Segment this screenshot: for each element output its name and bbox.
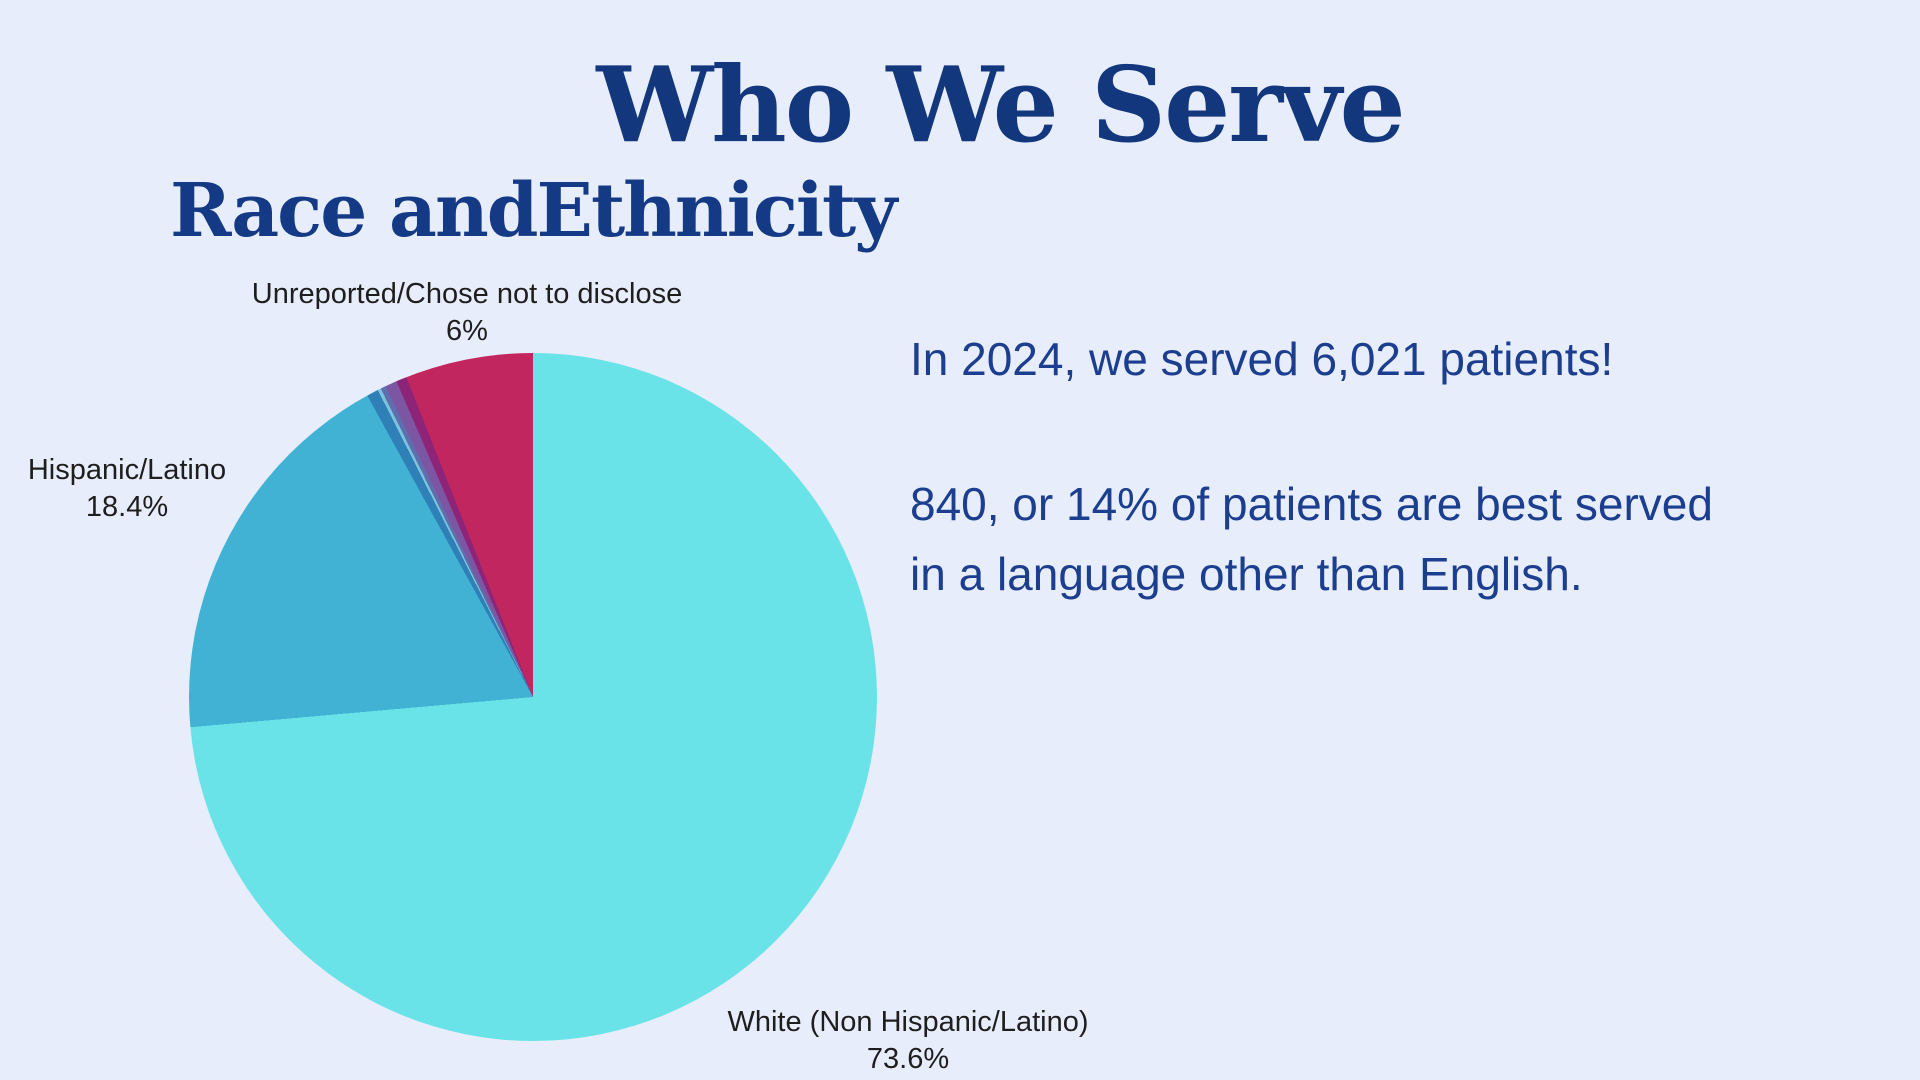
pie-label-white: White (Non Hispanic/Latino) 73.6%: [727, 1004, 1088, 1078]
pie-label-unreported-pct: 6%: [446, 315, 488, 348]
language-statement-line2: in a language other than English.: [910, 547, 1583, 600]
pie-label-unreported-name: Unreported/Chose not to disclose: [251, 278, 683, 310]
language-statement: 840, or 14% of patients are best served …: [910, 470, 1713, 610]
pie-label-hispanic-pct: 18.4%: [85, 491, 169, 524]
pie-label-unreported: Unreported/Chose not to disclose 6%: [252, 276, 682, 350]
pie-label-white-pct: 73.6%: [866, 1043, 950, 1076]
section-subtitle: Race andEthnicity: [170, 168, 897, 254]
page-title: Who We Serve: [596, 43, 1405, 166]
stats-text-block: In 2024, we served 6,021 patients! 840, …: [910, 330, 1713, 610]
pie-label-white-name: White (Non Hispanic/Latino): [727, 1006, 1089, 1038]
pie-label-hispanic: Hispanic/Latino 18.4%: [28, 452, 226, 526]
language-statement-line1: 840, or 14% of patients are best served: [910, 477, 1713, 530]
pie-label-hispanic-name: Hispanic/Latino: [27, 454, 227, 486]
patients-served-statement: In 2024, we served 6,021 patients!: [910, 333, 1614, 385]
race-ethnicity-pie-chart: [189, 353, 877, 1041]
